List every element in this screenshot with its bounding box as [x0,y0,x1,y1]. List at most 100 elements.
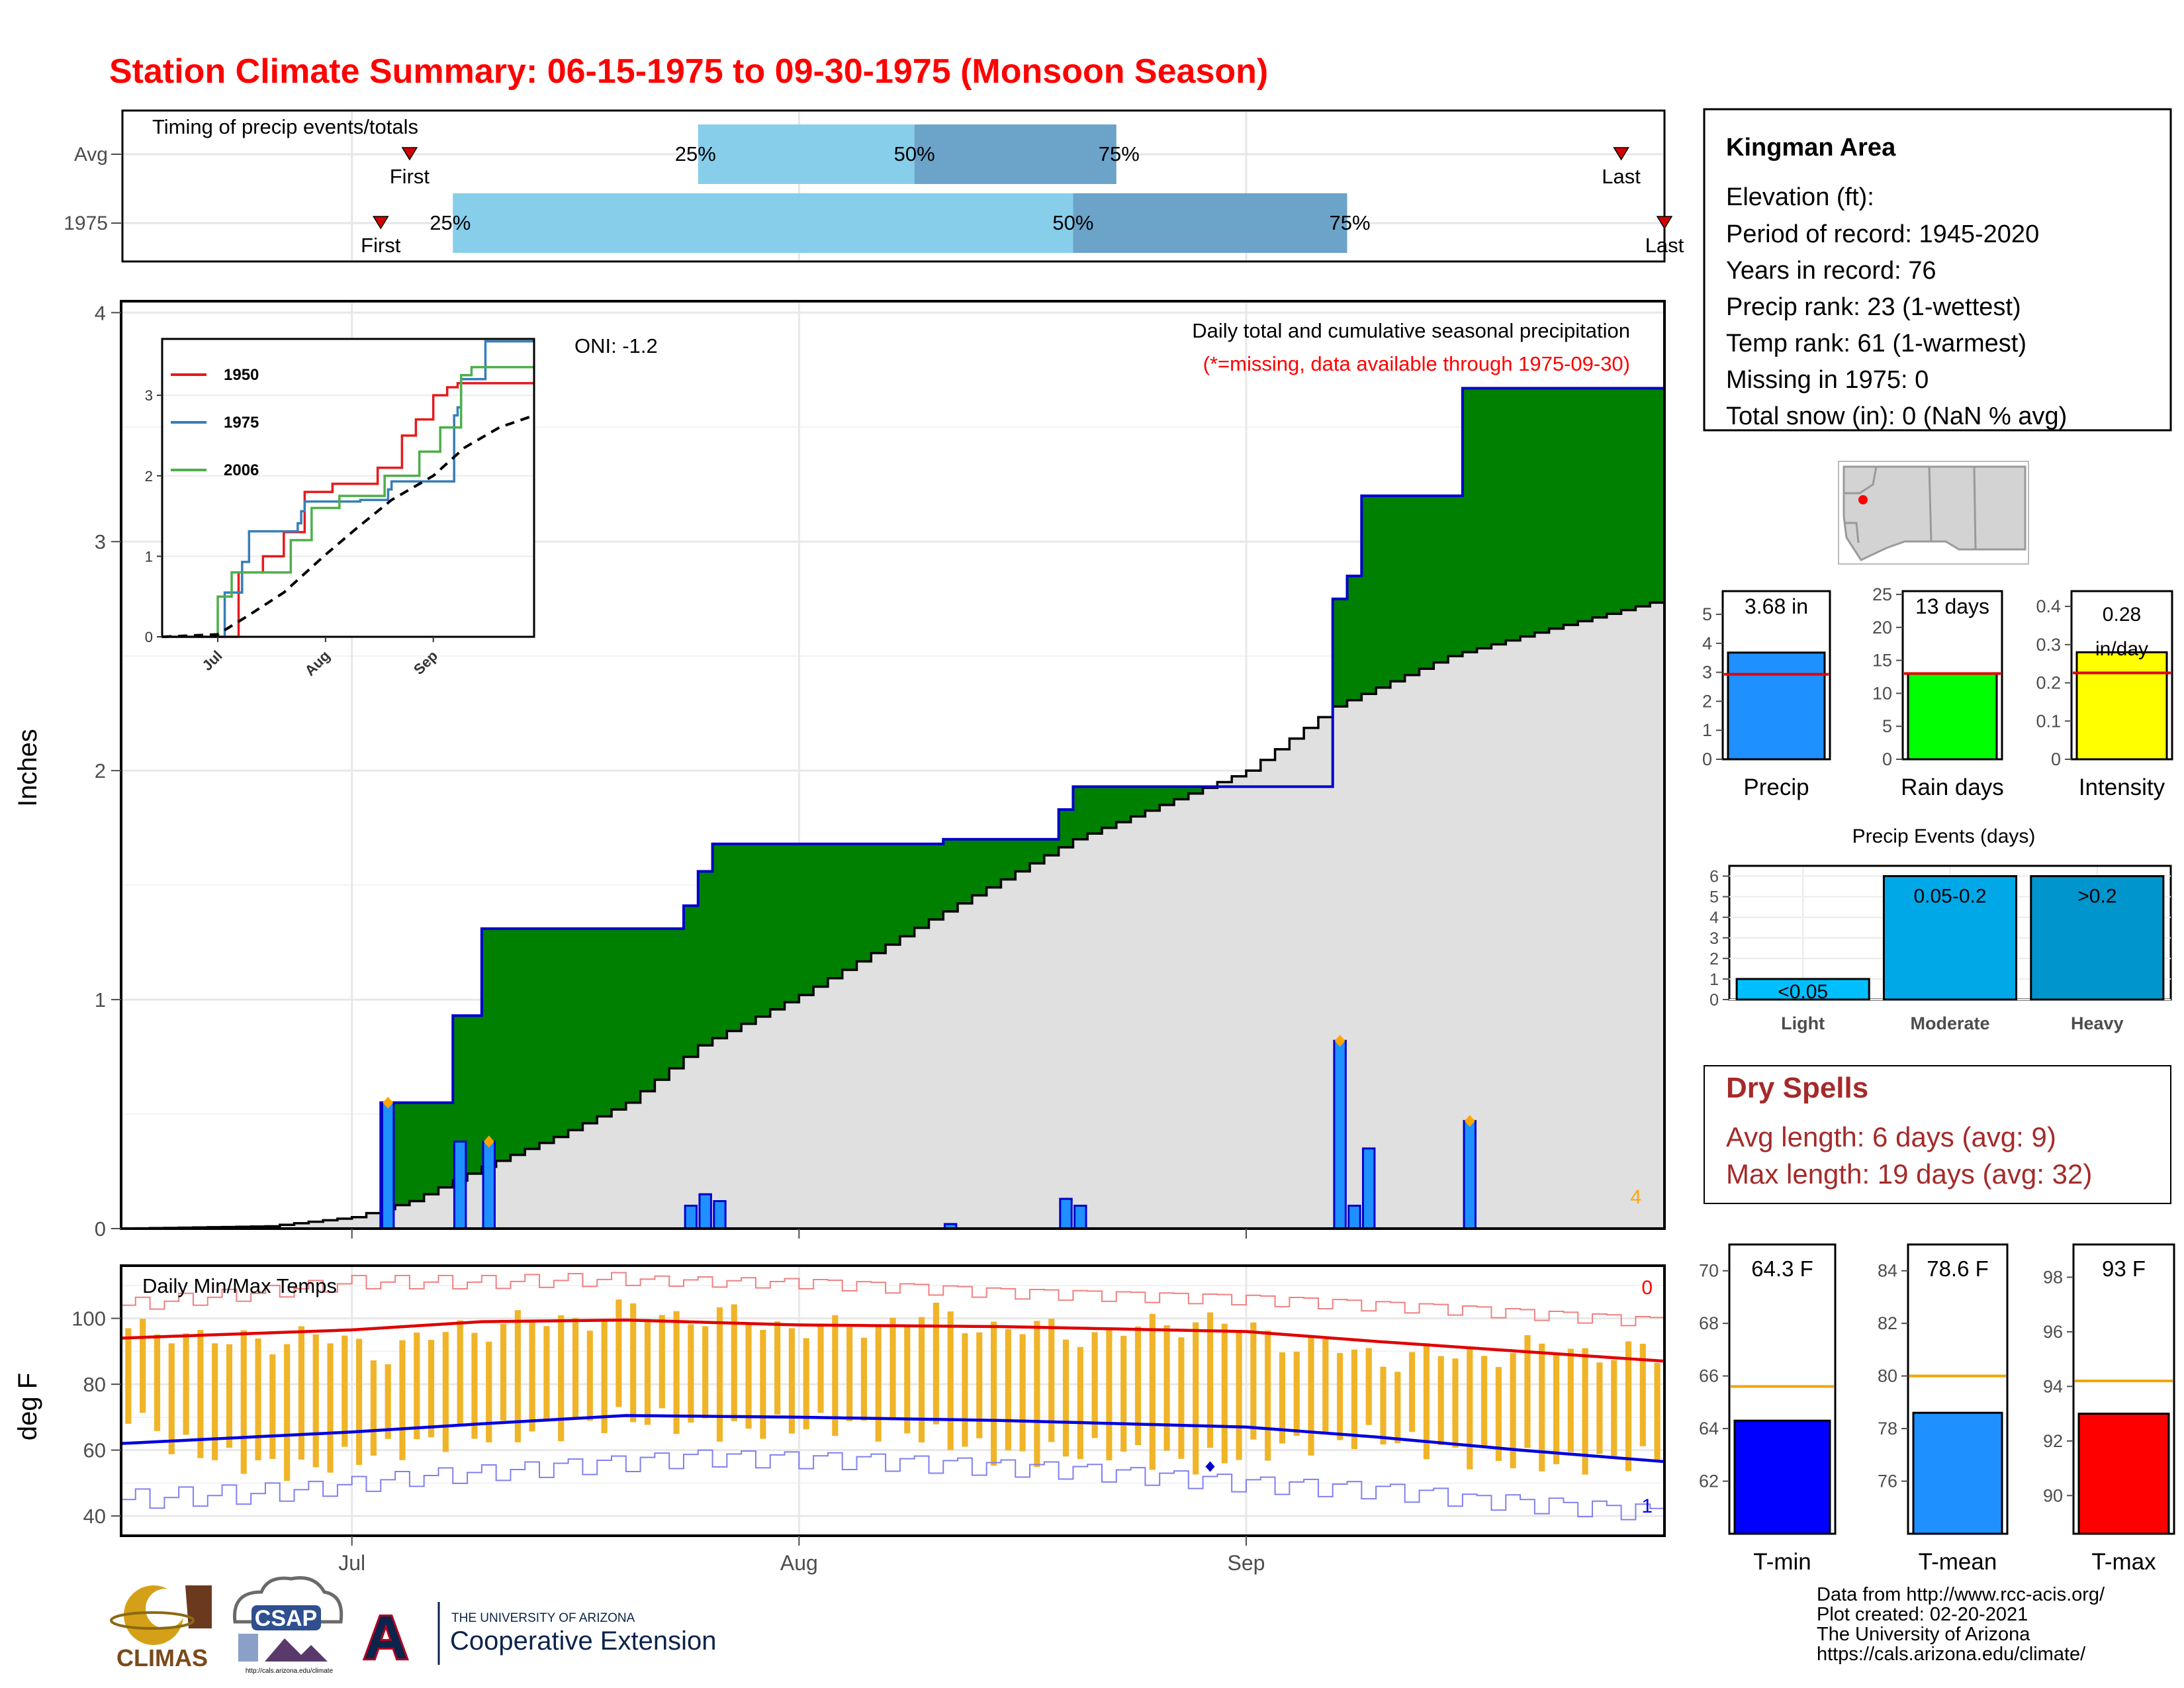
temp-ytick-label: 80 [83,1373,106,1396]
station-location-marker [1858,495,1868,504]
above-average-area [625,928,641,1103]
above-average-area [784,843,799,1003]
daily-temp-range-bar [1077,1346,1083,1460]
daily-temp-range-bar [356,1338,363,1465]
events-ytick-label: 0 [1709,991,1719,1009]
daily-temp-range-bar [197,1330,204,1458]
daily-temp-range-bar [327,1343,334,1473]
station-line: Temp rank: 61 (1-warmest) [1726,330,2026,357]
daily-temp-range-bar [1510,1352,1516,1469]
above-average-area [424,1102,439,1195]
daily-temp-range-bar [659,1315,665,1409]
inset-ytick-label: 2 [145,468,153,485]
climas-wordmark: CLIMAS [116,1644,208,1671]
daily-temp-range-bar [615,1299,622,1407]
footer-line: The University of Arizona [1817,1624,2030,1645]
total-1-ytick-label: 10 [1872,683,1892,703]
above-average-area [1376,496,1391,688]
total-1-ytick-label: 20 [1872,618,1892,637]
timing-q75-label: 75% [1099,142,1140,165]
daily-temp-range-bar [1423,1343,1430,1460]
daily-temp-range-bar [702,1326,709,1419]
timing-row-label: 1975 [64,212,108,234]
precip-panel: 0 1 2 3 4 [95,300,1666,1241]
daily-temp-range-bar [1005,1329,1011,1451]
above-average-area [438,1102,453,1188]
total-1-ytick-label: 5 [1882,716,1892,736]
temp-total-0-ytick-label: 66 [1699,1366,1719,1386]
seasonal-temps-panels: 62 64 66 68 70 T-min 64.3 F 76 78 80 82 84 T-mean 78.… [1699,1243,2175,1575]
daily-temp-range-bar [1048,1319,1055,1442]
inset-series-1975 [162,340,534,638]
timing-title: Timing of precip events/totals [152,115,418,138]
daily-temp-range-bar [1596,1362,1603,1454]
above-average-area [1650,388,1665,603]
events-category-label: Light [1781,1013,1825,1033]
above-average-area [1160,786,1175,806]
above-average-area [899,843,915,937]
daily-precip-bar [713,1199,727,1230]
above-average-area [1462,388,1478,653]
events-title: Precip Events (days) [1852,825,2036,847]
daily-temp-range-bar [1524,1335,1531,1448]
daily-temp-range-bar [1265,1330,1271,1461]
daily-temp-range-bar [500,1323,507,1421]
extreme-event-marker [383,1096,394,1109]
daily-temp-range-bar [1062,1339,1069,1457]
average-cumulative-area [121,602,1664,1229]
daily-temp-range-bar [731,1304,737,1421]
above-average-area [1419,496,1434,669]
above-average-area [1491,388,1506,645]
events-ytick-label: 6 [1709,868,1719,886]
daily-temp-range-bar [976,1332,983,1438]
temp-total-2-ytick-label: 90 [2043,1485,2063,1505]
events-bar [1735,978,1870,1001]
daily-temp-range-bar [284,1344,291,1481]
daily-temp-range-bar [846,1327,853,1421]
timing-first-marker [401,147,418,161]
temp-total-0-ytick-label: 68 [1699,1313,1719,1333]
above-average-area [1102,786,1117,828]
above-average-area [553,928,569,1137]
above-average-area [1332,598,1348,707]
temp-total-0-ytick-label: 62 [1699,1472,1719,1491]
daily-temp-range-bar [240,1330,247,1474]
above-average-area [1520,388,1535,637]
daily-temp-range-bar [414,1332,420,1440]
timing-q75-label: 75% [1329,211,1370,234]
above-average-area [612,928,627,1110]
timing-first-label: First [361,234,401,257]
total-2-ytick-label: 0.4 [2036,596,2061,616]
temp-total-0-ytick-label: 70 [1699,1261,1719,1281]
events-bar-label: >0.2 [2077,886,2116,908]
timing-bar-q25-q50 [453,193,1073,253]
above-average-area [972,839,987,896]
timing-bar-q50-q75 [914,124,1116,184]
precip-ytick-label: 3 [95,530,106,553]
csap-logo: CSAP http://cals.arizona.edu/climate [233,1576,343,1675]
total-2-ytick-label: 0 [2051,749,2061,769]
daily-temp-range-bar [1639,1343,1646,1446]
dry-spells-box [1704,1065,2171,1204]
inset-ytick-label: 0 [145,629,153,645]
temp-total-2-ytick-label: 94 [2043,1376,2063,1396]
daily-precip-bar [1073,1204,1087,1230]
above-average-area [871,843,886,953]
temp-ytick-label: 100 [71,1307,106,1331]
daily-temp-range-bar [860,1337,867,1421]
temp-total-2-ytick-label: 92 [2043,1431,2063,1451]
above-average-area [986,839,1002,888]
temp-xtick-label: Aug [780,1551,818,1575]
inset-legend-label: 1975 [224,414,259,432]
above-average-area [1534,388,1550,633]
daily-precip-bar [1059,1197,1073,1230]
daily-temp-range-bar [990,1321,997,1466]
above-average-area [1130,786,1146,817]
above-average-area [727,843,742,1031]
timing-bar-q25-q50 [698,124,915,184]
daily-temp-range-bar [1250,1322,1257,1440]
extreme-event-marker [1334,1035,1345,1047]
daily-temp-range-bar [1380,1366,1387,1445]
daily-temp-range-bar [183,1333,189,1435]
